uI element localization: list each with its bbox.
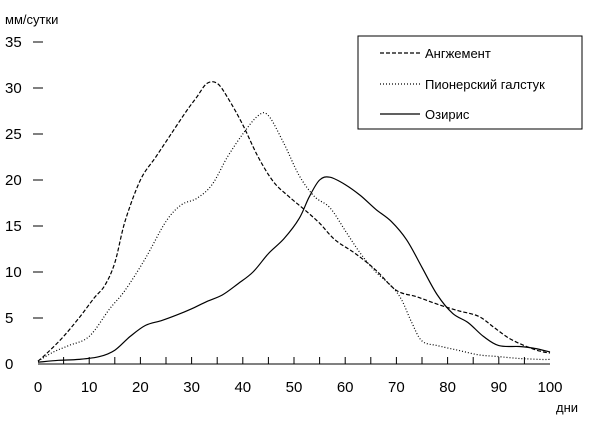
x-tick-label: 60 bbox=[337, 379, 354, 396]
y-axis-label: мм/сутки bbox=[5, 12, 58, 27]
x-tick-label: 0 bbox=[34, 379, 42, 396]
x-tick-label: 40 bbox=[234, 379, 251, 396]
legend-entry-label: Ангжемент bbox=[425, 46, 491, 61]
series-line-1 bbox=[37, 81, 551, 362]
x-axis-label: дни bbox=[556, 400, 578, 415]
x-tick-label: 70 bbox=[388, 379, 405, 396]
y-tick-label: 30 bbox=[5, 80, 22, 97]
x-axis: 0 10 20 30 40 50 60 70 80 90 100 bbox=[34, 357, 563, 396]
x-tick-label: 80 bbox=[439, 379, 456, 396]
series-line-2 bbox=[37, 112, 551, 362]
x-tick-label: 30 bbox=[183, 379, 200, 396]
y-tick-label: 5 bbox=[5, 310, 13, 327]
series-layer bbox=[37, 81, 551, 363]
legend: Ангжемент Пионерский галстук Озирис bbox=[357, 35, 583, 130]
legend-entry-label: Пионерский галстук bbox=[425, 77, 545, 92]
series-line-3 bbox=[37, 176, 551, 363]
y-tick-label: 15 bbox=[5, 218, 22, 235]
y-axis: 0 5 10 15 20 25 30 35 bbox=[5, 34, 43, 373]
x-tick-label: 100 bbox=[537, 379, 562, 396]
y-tick-label: 25 bbox=[5, 126, 22, 143]
x-tick-label: 90 bbox=[490, 379, 507, 396]
y-tick-label: 35 bbox=[5, 34, 22, 51]
legend-entry-label: Озирис bbox=[425, 107, 470, 122]
x-tick-label: 10 bbox=[81, 379, 98, 396]
y-tick-label: 20 bbox=[5, 172, 22, 189]
y-tick-label: 10 bbox=[5, 264, 22, 281]
y-tick-label: 0 bbox=[5, 356, 13, 373]
x-tick-label: 50 bbox=[286, 379, 303, 396]
x-tick-label: 20 bbox=[132, 379, 149, 396]
